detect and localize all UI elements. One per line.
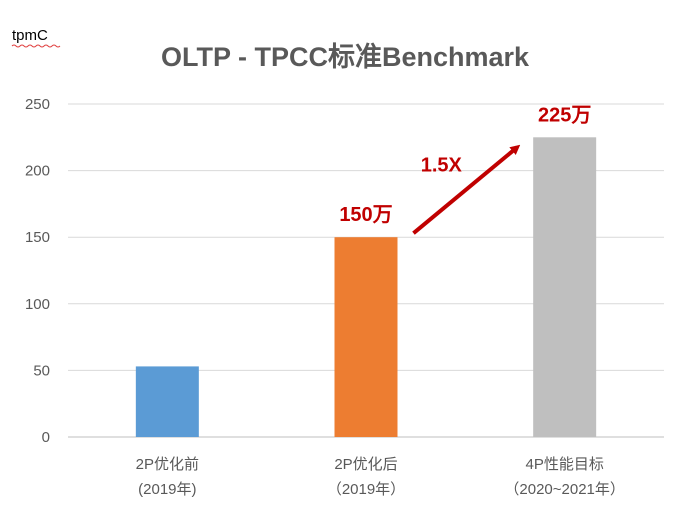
data-labels: 150万 225万 xyxy=(339,104,591,226)
growth-label: 1.5X xyxy=(421,154,463,176)
y-tick-label: 50 xyxy=(33,362,50,379)
bar xyxy=(135,366,199,437)
data-label: 150万 xyxy=(339,204,392,226)
x-tick-label: 2P优化前 xyxy=(136,456,199,473)
bar xyxy=(533,137,597,438)
x-tick-label: （2020~2021年） xyxy=(504,481,625,498)
x-tick-label: (2019年) xyxy=(138,481,196,498)
y-axis-ticks: 0 50 100 150 200 250 xyxy=(25,96,50,446)
bars xyxy=(135,137,597,438)
chart-title: OLTP - TPCC标准Benchmark xyxy=(161,42,530,72)
bar xyxy=(334,237,398,437)
y-tick-label: 150 xyxy=(25,229,50,246)
data-label: 225万 xyxy=(538,104,591,126)
annotations: 1.5X xyxy=(412,144,521,235)
y-tick-label: 200 xyxy=(25,163,50,180)
growth-arrow xyxy=(412,144,521,235)
y-tick-label: 100 xyxy=(25,296,50,313)
x-tick-label: 2P优化后 xyxy=(334,456,397,473)
x-tick-label: 4P性能目标 xyxy=(525,456,603,473)
y-axis-unit-label: tpmC xyxy=(12,27,48,44)
y-tick-label: 250 xyxy=(25,96,50,113)
y-tick-label: 0 xyxy=(42,429,50,446)
unit-label-underline xyxy=(11,44,61,48)
x-axis-labels: 2P优化前 (2019年) 2P优化后 （2019年） 4P性能目标 （2020~2021… xyxy=(136,456,625,498)
x-tick-label: （2019年） xyxy=(327,481,405,498)
